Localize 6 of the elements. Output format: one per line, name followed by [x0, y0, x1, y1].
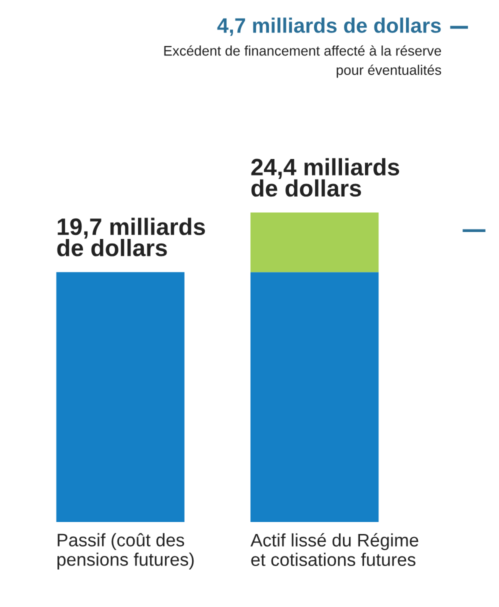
text: 4,7 milliards de dollars: [217, 18, 441, 36]
x-tick-label: Actif lissé du Régime et cotisations futures: [250, 533, 418, 566]
x-tick-label: Passif (coût des pensions futures): [57, 533, 194, 570]
data-label: 19,7 milliards de dollars: [57, 218, 205, 256]
total-label: 24,4 milliards de dollars: [251, 158, 400, 197]
text: Excédent de financement affecté à la réserve pour éventualités: [164, 45, 442, 78]
